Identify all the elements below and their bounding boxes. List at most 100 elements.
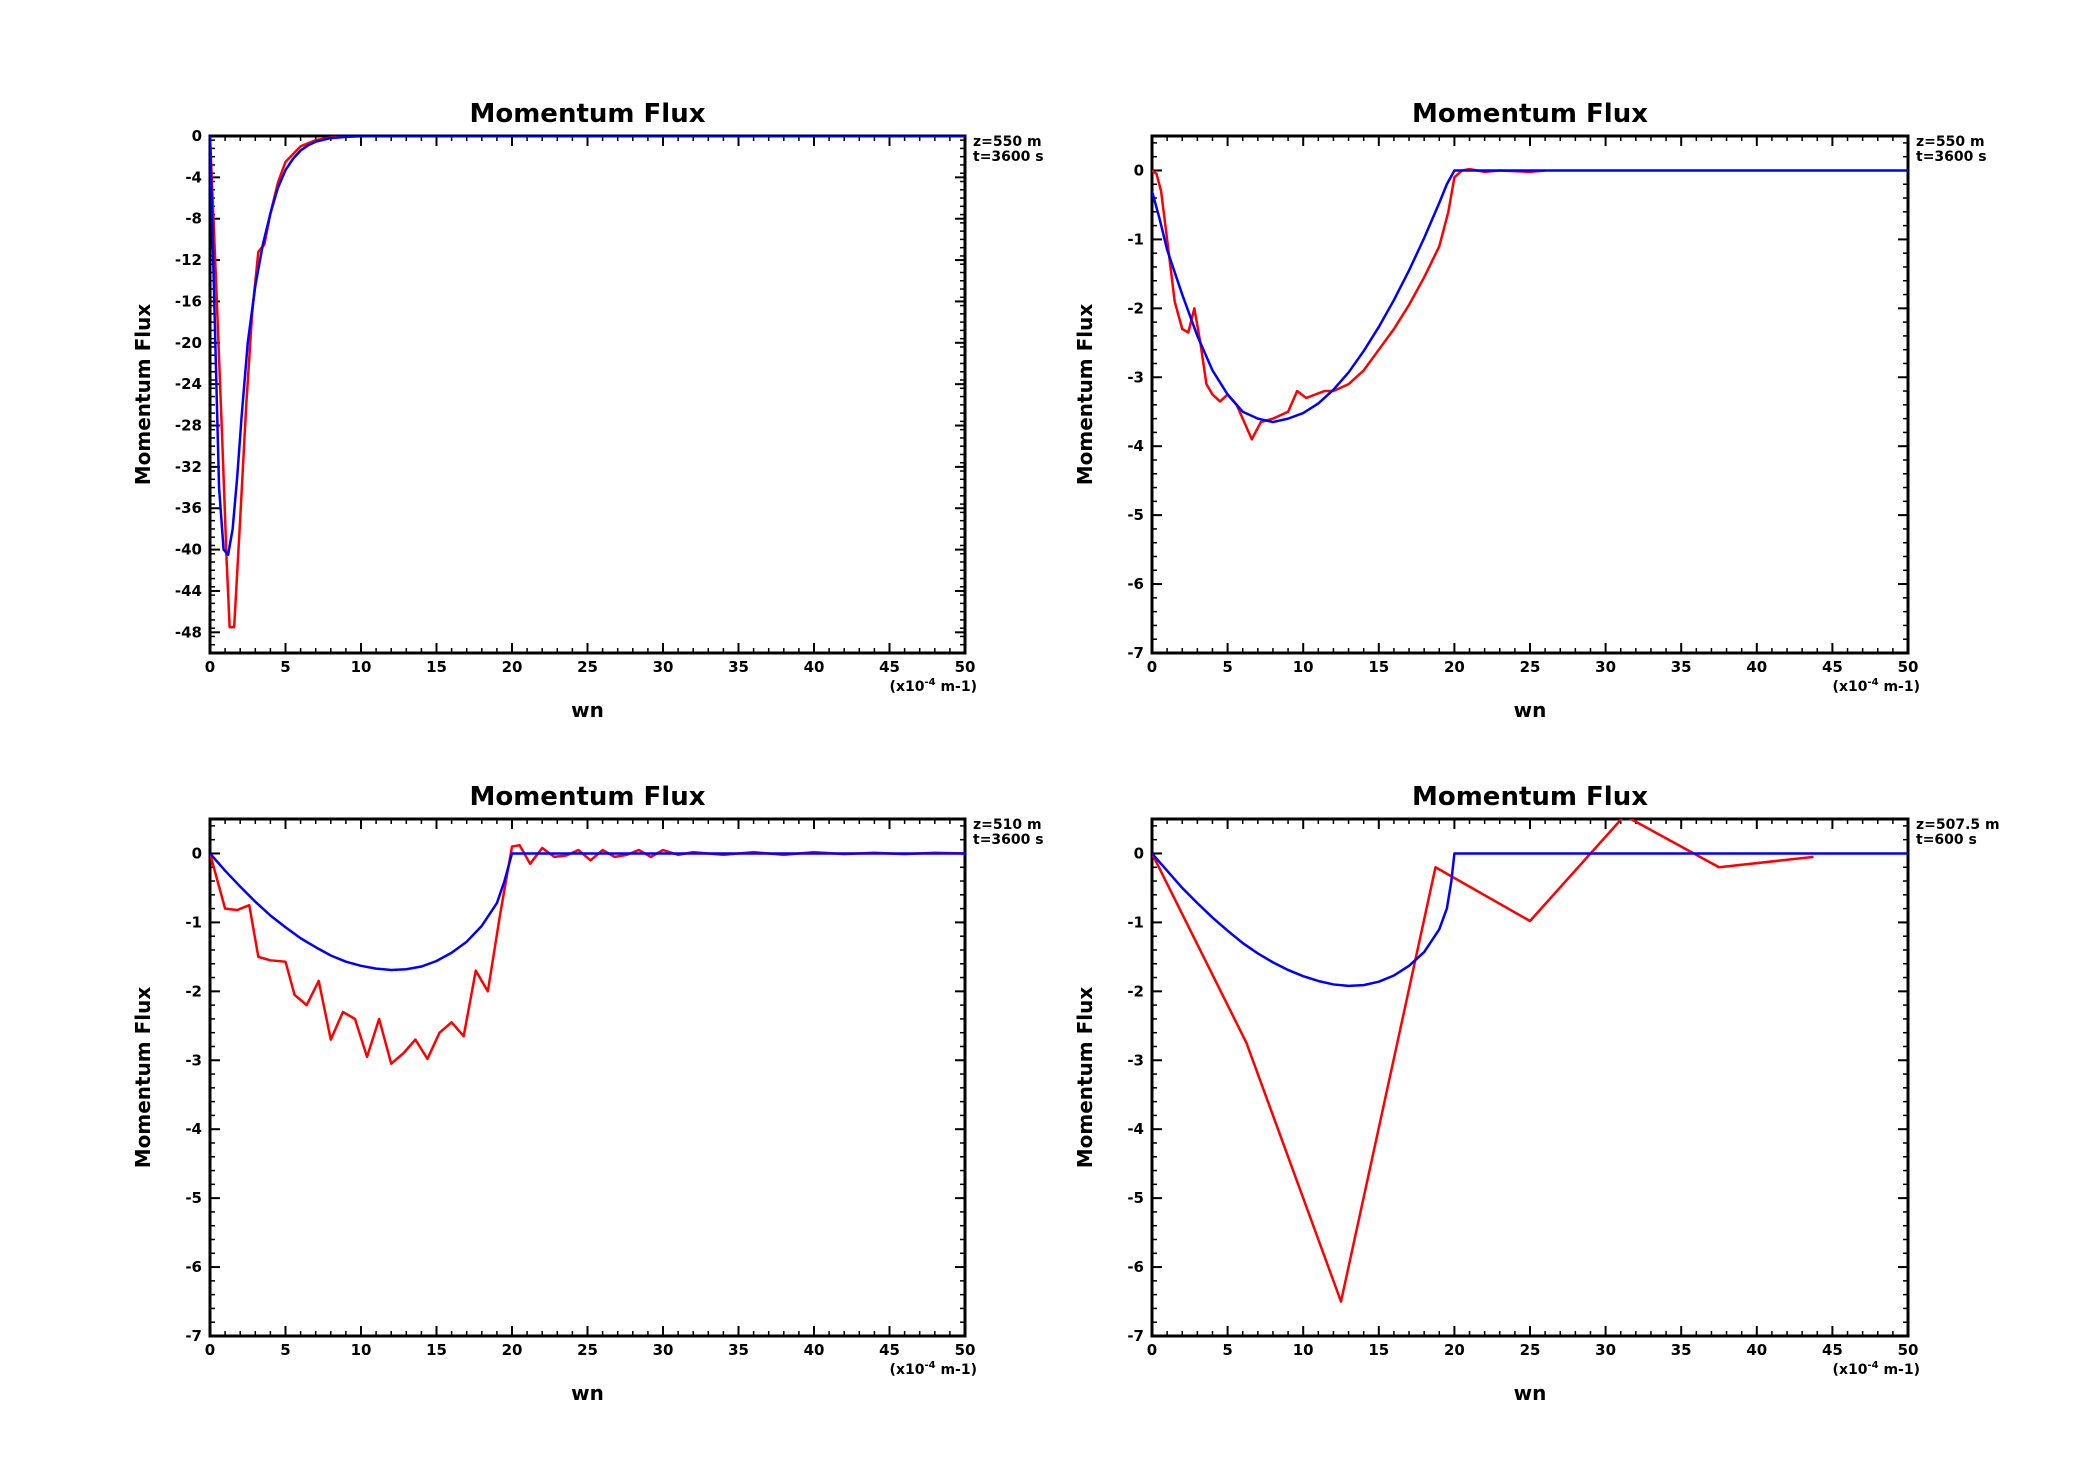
chart-1-title: Momentum Flux (469, 99, 705, 129)
chart-2-series-1-line (1152, 167, 1546, 441)
chart-3-series-2-line (210, 852, 965, 972)
chart-1-xtick-label: 25 (577, 658, 598, 676)
chart-2: 0 5 10 15 20 25 30 35 40 45 50 0 -1 -2 -3 -4 -5 -6 -7 Momen… (1073, 99, 1987, 722)
chart-2-xlabel: wn (1514, 698, 1547, 722)
chart-2-xtick-label: 45 (1822, 658, 1843, 676)
chart-1-annotation-1: z=550 m (973, 134, 1042, 150)
chart-1-series-2-line (210, 136, 965, 557)
chart-4-ytick-label: -5 (1127, 1189, 1144, 1207)
chart-1-xtick-label: 20 (502, 658, 523, 676)
chart-4-xtick-label: 10 (1293, 1341, 1314, 1359)
chart-1-xtick-label: 35 (728, 658, 749, 676)
chart-2-xtick-label: 10 (1293, 658, 1314, 676)
chart-1-frame (208, 134, 967, 655)
chart-2-xtick-label: 40 (1746, 658, 1767, 676)
chart-1-ytick-label: -32 (175, 458, 202, 476)
chart-1-xtick-label: 10 (351, 658, 372, 676)
chart-4-xtick-label: 50 (1898, 1341, 1919, 1359)
chart-3-ytick-label: -7 (185, 1327, 202, 1345)
chart-1-ytick-label: -16 (175, 292, 202, 310)
chart-1-xtick-label: 40 (804, 658, 825, 676)
chart-1-xtick-label: 5 (280, 658, 290, 676)
chart-3-xtick-label: 45 (879, 1341, 900, 1359)
chart-1-xtick-label: 0 (205, 658, 215, 676)
chart-1-xtick-label: 45 (879, 658, 900, 676)
chart-4-xlabel: wn (1514, 1381, 1547, 1405)
chart-1-ytick-label: -48 (175, 623, 202, 641)
chart-2-xtick-label: 20 (1444, 658, 1465, 676)
chart-4-xtick-label: 5 (1222, 1341, 1232, 1359)
chart-1-xtick-label: 50 (955, 658, 976, 676)
chart-4-xtick-label: 25 (1520, 1341, 1541, 1359)
chart-4-xtick-label: 35 (1671, 1341, 1692, 1359)
chart-3-ylabel: Momentum Flux (131, 987, 155, 1169)
chart-4-xtick-label: 45 (1822, 1341, 1843, 1359)
chart-2-annotation-1: z=550 m (1916, 134, 1985, 150)
chart-3-xtick-label: 35 (728, 1341, 749, 1359)
chart-2-xtick-label: 50 (1898, 658, 1919, 676)
chart-1-ytick-label: -24 (175, 375, 202, 393)
chart-4-series-2-line (1152, 852, 1908, 988)
chart-3-ytick-label: -1 (185, 913, 202, 931)
chart-4-annotation-2: t=600 s (1916, 832, 1977, 848)
chart-2-xtick-label: 5 (1222, 658, 1232, 676)
chart-1: 0 5 10 15 20 25 30 35 40 45 50 0 -4 -8 -12 -16 -20 -24 -28… (131, 99, 1044, 722)
chart-4-ytick-label: -7 (1127, 1327, 1144, 1345)
chart-3: 0 5 10 15 20 25 30 35 40 45 50 0 -1 -2 -3 -4 -5 -6 -7 Momen… (131, 782, 1044, 1405)
chart-3-ytick-label: -3 (185, 1051, 202, 1069)
chart-1-xtick-label: 30 (653, 658, 674, 676)
chart-4-ytick-label: -6 (1127, 1258, 1144, 1276)
chart-4-ytick-label: 0 (1134, 844, 1144, 862)
chart-1-xtick-label: 15 (426, 658, 447, 676)
chart-2-ylabel: Momentum Flux (1073, 304, 1097, 486)
chart-4-ytick-label: -1 (1127, 913, 1144, 931)
chart-1-ytick-label: -28 (175, 417, 202, 435)
chart-4-xtick-label: 20 (1444, 1341, 1465, 1359)
chart-1-ytick-label: -4 (185, 168, 202, 186)
chart-1-ytick-label: -36 (175, 499, 202, 517)
chart-3-xtick-label: 15 (426, 1341, 447, 1359)
chart-4: 0 5 10 15 20 25 30 35 40 45 50 0 -1 -2 -3 -4 -5 -6 -7 Momen… (1073, 782, 2000, 1405)
chart-2-ytick-label: -1 (1127, 230, 1144, 248)
chart-2-ytick-label: -2 (1127, 299, 1144, 317)
chart-2-xunit: (x10-4 m-1) (1833, 677, 1920, 695)
chart-2-ytick-label: -3 (1127, 368, 1144, 386)
chart-3-xtick-label: 25 (577, 1341, 598, 1359)
chart-2-ytick-label: -7 (1127, 644, 1144, 662)
chart-2-xtick-label: 0 (1147, 658, 1157, 676)
chart-4-series-1-line (1152, 819, 1814, 1303)
chart-2-ytick-label: 0 (1134, 161, 1144, 179)
chart-1-xlabel: wn (571, 698, 604, 722)
chart-3-ytick-label: -6 (185, 1258, 202, 1276)
chart-3-annotation-1: z=510 m (973, 817, 1042, 833)
chart-4-ytick-label: -2 (1127, 982, 1144, 1000)
chart-2-title: Momentum Flux (1412, 99, 1648, 129)
chart-1-ytick-label: 0 (192, 127, 202, 145)
chart-3-ytick-label: -4 (185, 1120, 202, 1138)
chart-3-xtick-label: 40 (804, 1341, 825, 1359)
chart-4-annotation-1: z=507.5 m (1916, 817, 2000, 833)
chart-4-frame (1150, 817, 1910, 1338)
chart-3-xtick-label: 5 (280, 1341, 290, 1359)
chart-4-xtick-label: 30 (1595, 1341, 1616, 1359)
chart-4-xtick-label: 40 (1746, 1341, 1767, 1359)
chart-3-annotation-2: t=3600 s (973, 832, 1044, 848)
chart-3-frame (208, 817, 967, 1338)
chart-1-xunit: (x10-4 m-1) (890, 677, 977, 695)
chart-1-ylabel: Momentum Flux (131, 304, 155, 486)
chart-4-xtick-label: 15 (1368, 1341, 1389, 1359)
chart-2-xtick-label: 30 (1595, 658, 1616, 676)
chart-1-ytick-label: -8 (185, 210, 202, 228)
chart-2-frame (1150, 134, 1910, 655)
chart-3-series-1-line (210, 843, 965, 1065)
chart-3-xtick-label: 20 (502, 1341, 523, 1359)
chart-3-ytick-label: -5 (185, 1189, 202, 1207)
chart-2-annotation-2: t=3600 s (1916, 149, 1987, 165)
chart-4-ylabel: Momentum Flux (1073, 987, 1097, 1169)
chart-1-ytick-label: -12 (175, 251, 202, 269)
chart-4-ytick-label: -4 (1127, 1120, 1144, 1138)
chart-4-ytick-label: -3 (1127, 1051, 1144, 1069)
chart-3-xtick-label: 0 (205, 1341, 215, 1359)
chart-1-ytick-label: -20 (175, 334, 202, 352)
